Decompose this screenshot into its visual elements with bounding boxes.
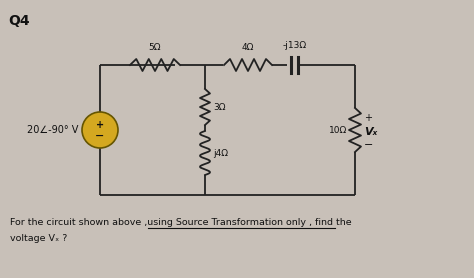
Text: -j13Ω: -j13Ω	[283, 41, 307, 50]
Text: 4Ω: 4Ω	[242, 43, 254, 52]
Text: j4Ω: j4Ω	[213, 148, 228, 158]
Text: +: +	[96, 120, 104, 130]
Text: Vₓ: Vₓ	[364, 127, 377, 137]
Circle shape	[82, 112, 118, 148]
Text: For the circuit shown above ,using Source Transformation only , find the: For the circuit shown above ,using Sourc…	[10, 218, 352, 227]
Text: 5Ω: 5Ω	[149, 43, 161, 52]
Text: 3Ω: 3Ω	[213, 103, 226, 111]
Text: voltage Vₓ ?: voltage Vₓ ?	[10, 234, 67, 243]
Text: 20∠-90° V: 20∠-90° V	[27, 125, 78, 135]
Text: Q4: Q4	[8, 14, 30, 28]
Text: 10Ω: 10Ω	[329, 125, 347, 135]
Text: +: +	[364, 113, 372, 123]
Text: −: −	[95, 131, 105, 141]
Text: −: −	[364, 140, 374, 150]
